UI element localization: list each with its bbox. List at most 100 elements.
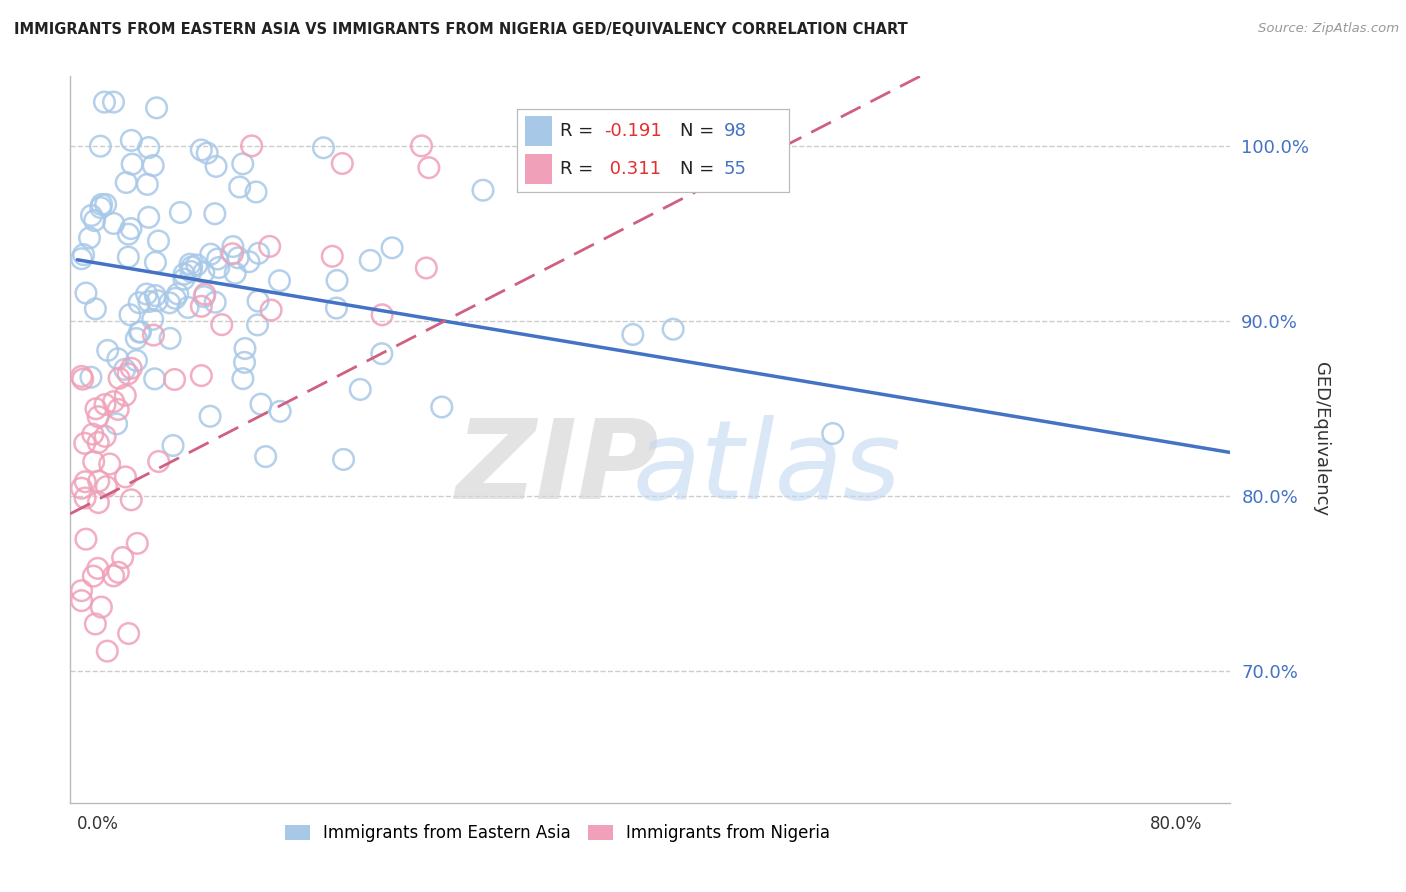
Point <box>115 176 138 190</box>
Point <box>72 372 94 386</box>
Point <box>138 140 160 154</box>
Point <box>83 213 105 227</box>
Point <box>232 371 254 385</box>
Point <box>621 327 644 342</box>
Point <box>90 197 112 211</box>
Point <box>87 495 110 509</box>
Point <box>269 404 291 418</box>
Point <box>128 325 150 339</box>
Point <box>222 239 245 253</box>
Point <box>135 287 157 301</box>
Point <box>125 332 148 346</box>
Point <box>79 231 101 245</box>
Point <box>80 370 103 384</box>
Point <box>232 157 254 171</box>
Point <box>90 201 112 215</box>
Point <box>321 249 343 263</box>
Point <box>233 342 256 356</box>
Point <box>247 294 270 309</box>
Point <box>94 397 117 411</box>
Point <box>430 400 453 414</box>
Point <box>121 157 143 171</box>
Point <box>145 101 167 115</box>
Point <box>84 617 107 632</box>
Point <box>80 209 103 223</box>
Text: atlas: atlas <box>631 415 901 522</box>
Point <box>84 301 107 316</box>
Point <box>120 221 142 235</box>
Point <box>84 401 107 416</box>
Point <box>120 492 142 507</box>
Point <box>349 383 371 397</box>
Point <box>326 273 349 287</box>
Point <box>108 371 131 385</box>
Point <box>70 481 93 495</box>
Point <box>325 301 347 315</box>
Point <box>94 429 117 443</box>
Point <box>194 287 217 301</box>
Point <box>371 308 394 322</box>
Point <box>120 133 142 147</box>
Point <box>118 308 141 322</box>
Point <box>254 450 277 464</box>
Point <box>73 436 96 450</box>
Point <box>75 532 97 546</box>
Point <box>159 331 181 345</box>
Point <box>332 452 354 467</box>
Point <box>114 470 136 484</box>
Point <box>142 312 165 326</box>
Point <box>207 252 229 266</box>
Point <box>228 180 250 194</box>
Point <box>180 264 202 278</box>
Point <box>204 295 226 310</box>
Point <box>179 257 201 271</box>
Point <box>821 426 844 441</box>
Point <box>371 347 394 361</box>
Point <box>129 325 152 339</box>
Point <box>117 227 139 241</box>
Point <box>260 303 283 318</box>
Point <box>381 241 404 255</box>
Point <box>142 159 165 173</box>
Point <box>75 286 97 301</box>
Point <box>411 139 433 153</box>
Point <box>198 409 221 424</box>
Point <box>87 435 110 450</box>
Point <box>75 475 97 489</box>
Point <box>240 139 263 153</box>
Point <box>83 455 105 469</box>
Point <box>186 258 208 272</box>
Point <box>359 253 381 268</box>
Point <box>93 95 115 109</box>
Text: ZIP: ZIP <box>456 415 659 522</box>
Point <box>87 409 110 424</box>
Point <box>114 388 136 402</box>
Point <box>117 250 139 264</box>
Point <box>169 205 191 219</box>
Point <box>224 266 246 280</box>
Y-axis label: GED/Equivalency: GED/Equivalency <box>1312 362 1330 516</box>
Point <box>107 566 129 580</box>
Point <box>190 299 212 313</box>
Point <box>107 351 129 366</box>
Point <box>120 361 142 376</box>
Point <box>148 234 170 248</box>
Point <box>125 353 148 368</box>
Point <box>117 367 139 381</box>
Point <box>105 417 128 431</box>
Point <box>117 626 139 640</box>
Point <box>70 583 93 598</box>
Legend: Immigrants from Eastern Asia, Immigrants from Nigeria: Immigrants from Eastern Asia, Immigrants… <box>278 818 837 849</box>
Point <box>165 291 187 305</box>
Point <box>190 143 212 157</box>
Point <box>138 294 160 309</box>
Point <box>177 301 200 315</box>
Point <box>70 593 93 607</box>
Point <box>96 480 118 494</box>
Point <box>259 239 281 253</box>
Point <box>250 397 273 411</box>
Point <box>246 318 269 332</box>
Point <box>146 293 169 308</box>
Text: 80.0%: 80.0% <box>1150 815 1202 833</box>
Point <box>200 247 222 261</box>
